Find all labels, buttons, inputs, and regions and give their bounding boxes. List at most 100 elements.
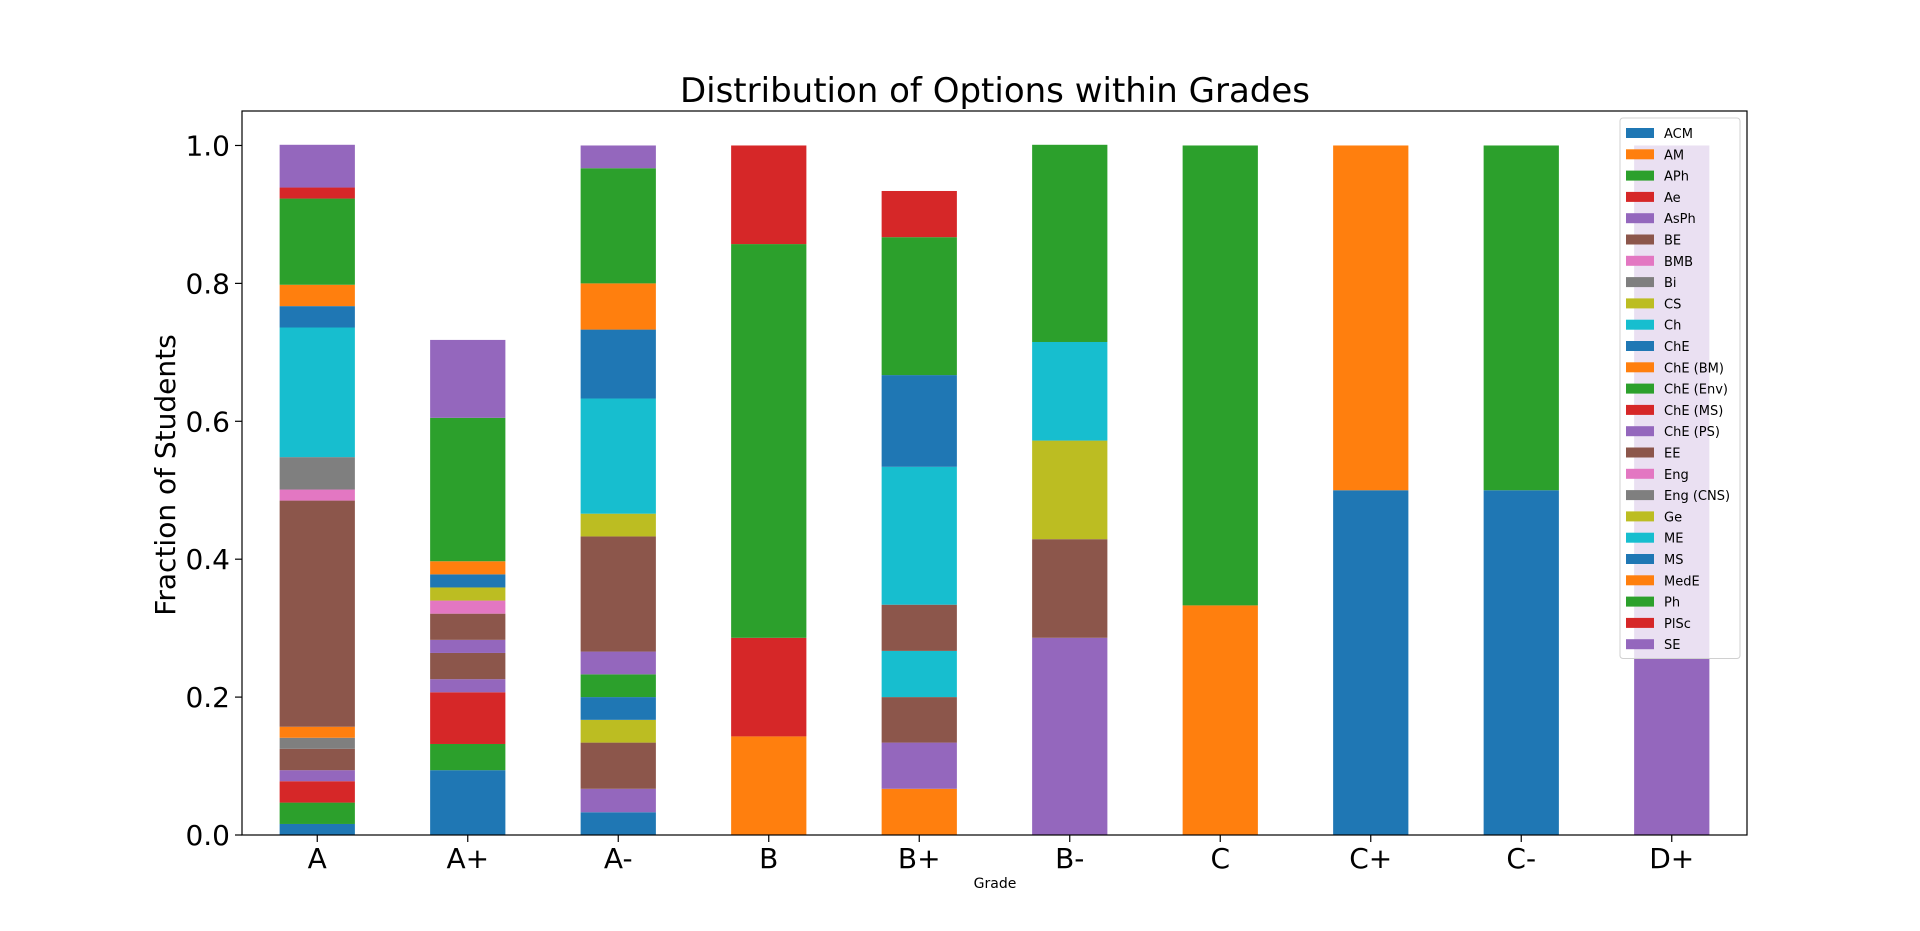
legend-label: ChE (BM) [1664, 361, 1724, 376]
bar-segment [279, 284, 355, 307]
bar-segment [881, 190, 957, 238]
y-tick-label: 0.8 [185, 267, 230, 300]
legend-label: MS [1664, 553, 1683, 568]
bar-segment [580, 283, 656, 330]
bar-segment [279, 198, 355, 285]
bar-segment [279, 748, 355, 771]
legend-swatch [1626, 426, 1654, 437]
legend-swatch [1626, 617, 1654, 628]
bar-segment [1333, 145, 1409, 491]
legend-label: BE [1664, 234, 1681, 249]
bar-segment [1032, 341, 1108, 441]
bar-segment [430, 613, 506, 640]
legend-box [1619, 117, 1741, 659]
bar-segment [580, 697, 656, 720]
bar-segment [430, 417, 506, 562]
bar-segment [580, 168, 656, 284]
bar-segment [430, 743, 506, 771]
bar-segment [580, 674, 656, 698]
bar-segment [430, 692, 506, 744]
legend-swatch [1626, 490, 1654, 501]
legend-swatch [1626, 639, 1654, 650]
legend-label: ME [1664, 532, 1683, 547]
bar-segment [430, 339, 506, 418]
bar-segment [1333, 490, 1409, 835]
legend-label: BMB [1664, 255, 1693, 270]
bar-segment [881, 237, 957, 376]
y-tick-label: 0.6 [185, 405, 230, 438]
legend-swatch [1626, 575, 1654, 586]
x-tick-label: A- [604, 842, 633, 875]
bar-segment [580, 536, 656, 652]
legend-label: Eng (CNS) [1664, 489, 1730, 504]
legend-label: Ge [1664, 510, 1682, 525]
legend-swatch [1626, 511, 1654, 522]
bar-segment [881, 650, 957, 698]
x-tick-label: C- [1506, 842, 1536, 875]
legend-swatch [1626, 255, 1654, 266]
bar-segment [580, 398, 656, 514]
legend-label: PlSc [1664, 617, 1691, 632]
y-axis-label: Fraction of Students [149, 334, 182, 615]
bar-segment [580, 812, 656, 835]
y-tick-label: 0.0 [185, 819, 230, 852]
bar-segment [430, 770, 506, 835]
legend-swatch [1626, 554, 1654, 564]
legend-label: ChE (Env) [1664, 383, 1728, 398]
x-tick-label: B+ [898, 842, 941, 875]
legend-swatch [1626, 277, 1654, 288]
legend-swatch [1626, 298, 1654, 309]
legend-label: APh [1664, 170, 1689, 185]
bar-segment [1032, 440, 1108, 540]
legend-label: ChE [1664, 340, 1690, 355]
bar-segment [279, 306, 355, 328]
legend-swatch [1626, 596, 1654, 607]
x-axis-label: Grade [974, 876, 1017, 892]
bar-segment [580, 788, 656, 813]
legend-swatch [1626, 149, 1654, 160]
legend-label: AM [1664, 148, 1684, 163]
bar-segment [279, 770, 355, 782]
chart-title: Distribution of Options within Grades [680, 71, 1310, 111]
bar-segment [1483, 490, 1559, 835]
bar-segment [580, 719, 656, 743]
bar-segment [279, 500, 355, 727]
y-tick-label: 0.4 [185, 543, 230, 576]
bar-segment [279, 327, 355, 458]
x-tick-label: A [308, 842, 327, 875]
bar-segment [1182, 605, 1258, 835]
legend-label: Ph [1664, 596, 1680, 611]
bar-segment [881, 697, 957, 743]
x-tick-label: D+ [1649, 842, 1694, 875]
bar-segment [430, 639, 506, 653]
legend-swatch [1626, 213, 1654, 224]
bar-segment [1182, 145, 1258, 606]
bar-segment [279, 187, 355, 199]
bar-segment [881, 466, 957, 605]
bar-segment [731, 145, 807, 245]
bar-segment [430, 679, 506, 693]
x-tick-label: B- [1055, 842, 1084, 875]
legend-label: ChE (MS) [1664, 404, 1723, 419]
x-tick-label: C+ [1349, 842, 1392, 875]
bar-segment [580, 145, 656, 169]
bar-segment [279, 144, 355, 188]
legend-swatch [1626, 404, 1654, 415]
legend-swatch [1626, 234, 1654, 245]
bar-segment [279, 489, 355, 501]
bar-segment [279, 726, 355, 738]
legend-label: EE [1664, 447, 1680, 462]
plot-frame [241, 110, 1748, 836]
legend-swatch [1626, 447, 1654, 458]
bar-segment [279, 737, 355, 749]
bar-segment [430, 561, 506, 575]
legend-swatch [1626, 532, 1654, 543]
legend-swatch [1626, 383, 1654, 394]
legend: ACM AM APh Ae AsPh BE BMB Bi CS Ch ChE ChE (BM) ChE … [1619, 117, 1741, 659]
bar-segment [881, 742, 957, 789]
legend-swatch [1626, 170, 1654, 181]
x-tick-label: C [1210, 842, 1230, 875]
bar-segment [881, 788, 957, 835]
